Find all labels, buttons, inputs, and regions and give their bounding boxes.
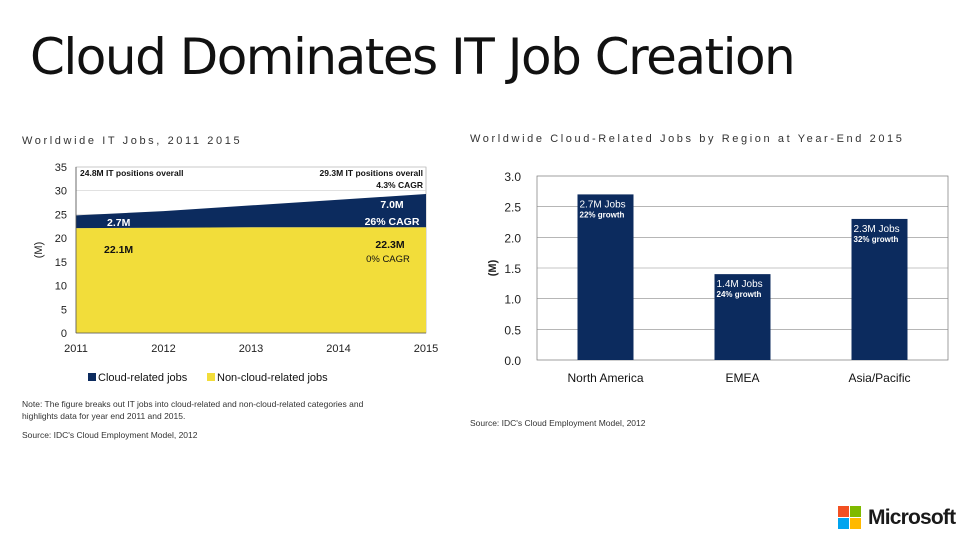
left-x-tick-label: 2012: [151, 343, 175, 355]
right-x-tick-label: EMEA: [725, 371, 759, 385]
right-chart-title: Worldwide Cloud-Related Jobs by Region a…: [470, 133, 905, 145]
legend-swatch-noncloud: [207, 373, 215, 381]
right-x-tick-label: North America: [567, 371, 643, 385]
left-x-tick-label: 2013: [239, 343, 263, 355]
bar-north-america: [577, 194, 634, 360]
area-cloud-jobs: [76, 194, 426, 229]
logo-square-blue: [838, 518, 849, 529]
left-chart-title: Worldwide IT Jobs, 2011 2015: [22, 135, 243, 147]
label-cloud-cagr: 26% CAGR: [365, 216, 420, 228]
bar-growth-label: 24% growth: [717, 290, 762, 299]
bar-value-label: 2.3M Jobs: [854, 224, 900, 235]
left-y-tick-label: 15: [55, 257, 67, 269]
microsoft-logo: Microsoft: [838, 505, 956, 531]
right-y-tick-label: 2.5: [504, 201, 521, 215]
right-x-tick-label: Asia/Pacific: [848, 371, 910, 385]
left-chart-note-line2: highlights data for year end 2011 and 20…: [22, 411, 186, 421]
right-y-tick-label: 0.0: [504, 354, 521, 368]
label-total-cagr: 4.3% CAGR: [376, 180, 423, 190]
logo-square-red: [838, 506, 849, 517]
right-y-tick-label: 1.0: [504, 293, 521, 307]
left-x-tick-label: 2011: [64, 343, 88, 355]
left-y-tick-label: 25: [55, 209, 67, 221]
legend-label-noncloud: Non-cloud-related jobs: [217, 372, 328, 384]
logo-text: Microsoft: [868, 506, 956, 529]
label-cloud-2011: 2.7M: [107, 217, 131, 229]
left-y-tick-label: 30: [55, 186, 67, 198]
label-noncloud-2011: 22.1M: [104, 244, 133, 256]
logo-square-yellow: [850, 518, 861, 529]
bar-value-label: 1.4M Jobs: [717, 279, 763, 290]
area-noncloud-jobs: [76, 227, 426, 333]
bar-value-label: 2.7M Jobs: [580, 199, 626, 210]
right-y-tick-label: 0.5: [504, 323, 521, 337]
bar-emea: [714, 274, 771, 360]
left-chart-source: Source: IDC's Cloud Employment Model, 20…: [22, 430, 198, 440]
label-total-2015: 29.3M IT positions overall: [320, 168, 423, 178]
left-x-tick-label: 2015: [414, 343, 438, 355]
left-x-tick-label: 2014: [326, 343, 350, 355]
right-chart-source: Source: IDC's Cloud Employment Model, 20…: [470, 418, 646, 428]
right-y-tick-label: 3.0: [504, 170, 521, 184]
left-y-tick-label: 10: [55, 281, 67, 293]
left-y-tick-label: 5: [61, 304, 67, 316]
slide-title: Cloud Dominates IT Job Creation: [30, 28, 796, 86]
label-cloud-2015: 7.0M: [380, 199, 404, 211]
legend-label-cloud: Cloud-related jobs: [98, 372, 188, 384]
left-chart-note-line1: Note: The figure breaks out IT jobs into…: [22, 399, 364, 409]
label-noncloud-cagr: 0% CAGR: [366, 254, 410, 265]
left-y-tick-label: 20: [55, 233, 67, 245]
bar-growth-label: 22% growth: [580, 210, 625, 219]
right-y-axis-label: (M): [487, 259, 499, 276]
label-total-2011: 24.8M IT positions overall: [80, 168, 183, 178]
bar-growth-label: 32% growth: [854, 235, 899, 244]
left-y-tick-label: 35: [55, 162, 67, 174]
right-y-tick-label: 1.5: [504, 262, 521, 276]
legend-swatch-cloud: [88, 373, 96, 381]
right-y-tick-label: 2.0: [504, 231, 521, 245]
logo-square-green: [850, 506, 861, 517]
left-y-tick-label: 0: [61, 328, 67, 340]
bar-asia-pacific: [851, 218, 908, 360]
left-y-axis-label: (M): [33, 242, 45, 259]
label-noncloud-2015: 22.3M: [375, 239, 404, 251]
